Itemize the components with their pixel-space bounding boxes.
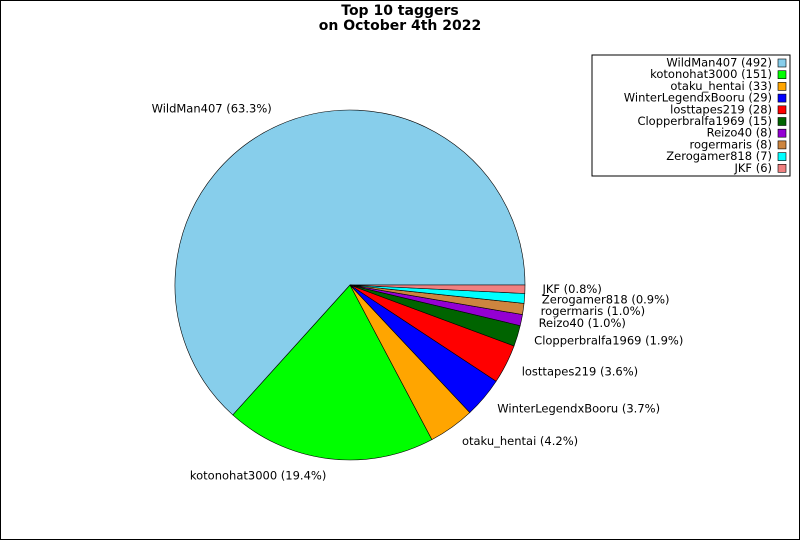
pie-slice [174,109,526,416]
legend-swatch [777,58,787,68]
slice-label: Clopperbralfa1969 (1.9%) [534,333,683,347]
legend-label: Reizo40 (8) [707,126,772,140]
slice-label: losttapes219 (3.6%) [522,365,638,379]
slice-label: WinterLegendxBooru (3.7%) [497,401,660,415]
legend-swatch [777,105,787,115]
legend-label: WinterLegendxBooru (29) [624,91,772,105]
slice-label: JKF (0.8%) [541,282,601,296]
legend-label: Zerogamer818 (7) [666,149,772,163]
slice-label: otaku_hentai (4.2%) [462,434,578,448]
legend-label: rogermaris (8) [689,137,772,151]
legend-swatch [777,140,787,150]
slice-label: Reizo40 (1.0%) [539,316,626,330]
legend-swatch [777,70,787,79]
slice-label: Zerogamer818 (0.9%) [542,292,670,306]
legend-swatch [777,117,787,126]
legend-box [591,54,791,177]
slice-label: kotonohat3000 (19.4%) [190,469,326,483]
chart-subtitle: on October 4th 2022 [319,18,482,34]
legend-label: WildMan407 (492) [666,56,772,70]
pie-slice [232,284,433,461]
chart-title: Top 10 taggers [341,3,458,19]
legend-swatch [777,164,787,173]
legend-label: Clopperbralfa1969 (15) [637,114,772,128]
legend-swatch [777,128,787,138]
legend-label: JKF (6) [734,161,773,175]
slice-label: rogermaris (1.0%) [541,304,645,318]
pie-slice [349,284,526,294]
legend-swatch [777,82,787,91]
slice-label: WildMan407 (63.3%) [152,102,272,116]
legend-label: otaku_hentai (33) [670,79,772,93]
legend-swatch [777,152,787,161]
legend-label: kotonohat3000 (151) [650,67,772,81]
legend-label: losttapes219 (28) [670,102,772,116]
legend-swatch [777,93,787,103]
